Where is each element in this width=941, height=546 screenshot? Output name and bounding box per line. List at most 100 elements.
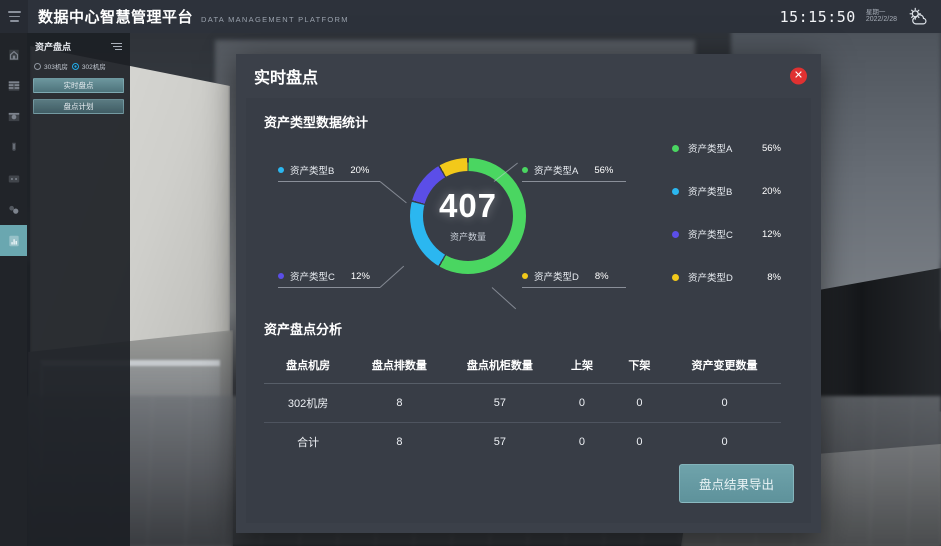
callout-value: 12%: [350, 270, 370, 282]
callout-dot: [278, 273, 284, 279]
callout-type-c: 资产类型C 12%: [278, 269, 370, 283]
realtime-inventory-dialog: 实时盘点 ✕ 资产类型数据统计 407 资产数量: [236, 54, 821, 533]
donut-ring: [410, 158, 526, 274]
close-icon[interactable]: ✕: [790, 67, 807, 85]
legend-item: 资产类型A 56%: [672, 141, 781, 155]
cell-room: 302机房: [264, 383, 353, 423]
leader-diag-b: [379, 181, 407, 204]
cell-mounted: 0: [578, 436, 586, 448]
th-room: 盘点机房: [264, 348, 353, 384]
table-header-row: 盘点机房 盘点排数量 盘点机柜数量 上架 下架 资产变更数量: [264, 348, 781, 384]
asset-type-donut-chart: 407 资产数量 资产类型B 20%: [264, 135, 793, 315]
radio-dot: [71, 62, 79, 70]
legend-dot: [672, 144, 679, 152]
callout-dot: [278, 167, 284, 173]
chart-legend: 资产类型A 56% 资产类型B 20% 资产类型C 12%: [672, 141, 781, 284]
room-option-303[interactable]: 303机房: [34, 61, 68, 71]
chart-section-title: 资产类型数据统计: [264, 115, 369, 130]
callout-type-b: 资产类型B 20%: [278, 163, 369, 177]
callout-value: 20%: [350, 164, 370, 176]
top-bar: 数据中心智慧管理平台 DATA MANAGEMENT PLATFORM 15:1…: [0, 0, 941, 33]
leader-line-b: [278, 181, 380, 182]
cell-changes: 0: [668, 383, 781, 423]
export-results-button[interactable]: 盘点结果导出: [678, 464, 794, 503]
date-label: 2022/2/28: [865, 16, 897, 24]
cell-mounted: 0: [553, 383, 611, 423]
table-row: 302机房 8 57 0 0 0: [264, 383, 781, 423]
hamburger-icon[interactable]: [0, 0, 28, 33]
inventory-analysis-table: 盘点机房 盘点排数量 盘点机柜数量 上架 下架 资产变更数量 302机房 8 5…: [264, 348, 781, 461]
callout-type-a: 资产类型A 56%: [522, 163, 613, 177]
monitor-camera-icon[interactable]: [0, 101, 27, 132]
app-title-en: DATA MANAGEMENT PLATFORM: [201, 15, 349, 24]
top-bar-right: 15:15:50 星期一 2022/2/28: [780, 6, 941, 28]
panel-header: 资产盘点: [33, 38, 124, 58]
cell-unmounted: 0: [636, 436, 643, 448]
dialog-title: 实时盘点: [254, 70, 319, 87]
legend-dot: [672, 230, 679, 238]
left-icon-rail: [0, 33, 27, 546]
panel-title: 资产盘点: [35, 42, 72, 52]
leader-line-d: [522, 287, 626, 288]
rack-grid-icon[interactable]: [0, 70, 27, 101]
dialog-body: 资产类型数据统计 407 资产数量: [246, 98, 811, 523]
callout-value: 8%: [594, 270, 609, 282]
room-radio-group: 303机房 302机房: [33, 58, 124, 78]
export-area: 盘点结果导出: [678, 464, 794, 503]
callout-label: 资产类型A: [534, 166, 579, 177]
callout-label: 资产类型B: [290, 166, 335, 177]
clock: 15:15:50: [779, 7, 856, 26]
cell-cabinets: 57: [493, 436, 507, 448]
link-nodes-icon[interactable]: [0, 194, 27, 225]
callout-dot: [522, 167, 528, 173]
asset-chart-icon[interactable]: [0, 225, 27, 256]
callout-label: 资产类型C: [290, 272, 335, 283]
callout-dot: [522, 273, 528, 279]
inventory-plan-button[interactable]: 盘点计划: [33, 99, 124, 114]
room-option-302[interactable]: 302机房: [71, 61, 106, 71]
leader-diag-d: [491, 287, 517, 310]
th-cabinets: 盘点机柜数量: [446, 348, 554, 384]
donut-total-label: 资产数量: [449, 232, 486, 242]
th-mounted: 上架: [553, 348, 611, 384]
legend-label: 资产类型D: [688, 273, 733, 284]
realtime-inventory-button[interactable]: 实时盘点: [33, 78, 124, 93]
table-row: 合计 8 57 0 0 0: [264, 423, 781, 462]
cell-rows: 8: [396, 436, 403, 448]
cell-rows: 8: [352, 383, 447, 423]
cell-unmounted: 0: [610, 383, 669, 423]
weekday-label: 星期一: [865, 8, 886, 16]
radio-dot: [34, 62, 41, 70]
filter-lines-icon[interactable]: [111, 42, 122, 51]
legend-dot: [672, 273, 679, 281]
leader-diag-c: [379, 265, 405, 288]
th-rows: 盘点排数量: [352, 348, 447, 384]
room-option-label: 303机房: [44, 64, 68, 71]
callout-type-d: 资产类型D 8%: [522, 269, 609, 283]
legend-value: 20%: [761, 185, 781, 197]
legend-item: 资产类型D 8%: [672, 270, 781, 284]
th-changes: 资产变更数量: [668, 348, 781, 384]
legend-value: 12%: [761, 228, 781, 240]
cell-cabinets: 57: [446, 383, 554, 423]
leader-line-c: [278, 287, 380, 288]
home-icon[interactable]: [0, 39, 27, 70]
room-option-label: 302机房: [81, 64, 106, 71]
dialog-header: 实时盘点 ✕: [236, 54, 821, 98]
th-unmounted: 下架: [610, 348, 669, 384]
app-title-cn: 数据中心智慧管理平台: [38, 9, 194, 26]
donut-total-value: 407: [438, 187, 498, 224]
callout-label: 资产类型D: [534, 272, 579, 283]
legend-label: 资产类型A: [688, 144, 733, 155]
legend-value: 8%: [767, 271, 781, 283]
brand: 数据中心智慧管理平台 DATA MANAGEMENT PLATFORM: [38, 6, 349, 27]
date-block: 星期一 2022/2/28: [866, 9, 897, 25]
sensor-icon[interactable]: [0, 132, 27, 163]
callout-value: 56%: [594, 164, 614, 176]
legend-value: 56%: [761, 142, 781, 154]
table-body: 302机房 8 57 0 0 0 合计 8 57 0 0 0: [264, 383, 781, 462]
server-face-icon[interactable]: [0, 163, 27, 194]
cell-changes: 0: [721, 436, 728, 448]
legend-item: 资产类型C 12%: [672, 227, 781, 241]
